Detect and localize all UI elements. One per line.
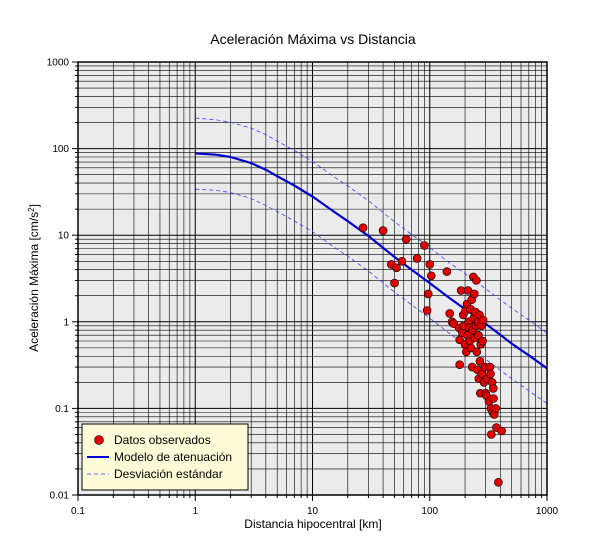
data-point [397,256,407,266]
data-point [420,241,429,250]
data-point [475,356,485,366]
y-axis-label-main: Aceleración Máxima [cm/s [27,212,41,352]
data-point [478,315,488,325]
x-axis-label: Distancia hipocentral [km] [244,517,381,531]
data-point [491,404,501,413]
legend-label-observed: Datos observados [114,433,211,447]
data-point [488,384,498,393]
data-point [478,336,487,346]
data-point [486,430,496,439]
std-deviation-line-2 [195,117,548,334]
data-point [469,289,479,299]
data-point [390,278,399,288]
x-tick-label: 10 [307,506,319,517]
legend-marker-observed [94,435,104,445]
data-points [358,223,506,487]
legend: Datos observados Modelo de atenuación De… [81,423,249,491]
data-point [445,309,455,318]
x-tick-label: 1000 [536,506,559,517]
data-point [486,369,495,379]
data-point [378,226,388,235]
std-deviation-line-3 [195,188,548,404]
data-point [442,267,452,276]
y-axis-label: Aceleración Máxima [cm/s2] [27,204,41,352]
data-point [412,254,422,263]
legend-box [81,423,249,491]
data-point [494,477,503,487]
y-tick-label: 1000 [47,58,70,69]
y-tick-label: 100 [52,144,69,155]
y-tick-label: 10 [58,231,70,242]
x-tick-label: 1 [192,506,198,517]
data-point [472,347,482,357]
legend-label-model: Modelo de atenuación [114,450,232,464]
data-point [423,289,433,299]
legend-label-stddev: Desviación estándar [114,467,223,481]
data-point [472,276,481,285]
data-point [425,260,435,269]
data-point [401,234,411,244]
x-tick-label: 100 [421,506,438,517]
data-point [489,394,498,403]
data-point [358,223,368,232]
chart-title: Aceleración Máxima vs Distancia [210,31,416,47]
data-point [474,330,483,340]
data-point [497,426,506,436]
axis-ticks [72,61,548,501]
y-tick-label: 1 [63,317,69,328]
data-point [392,263,401,273]
x-tick-label: 0.1 [71,506,85,517]
y-axis-label-sup: 2 [27,207,36,212]
grid [77,62,547,496]
y-tick-label: 0.01 [50,491,70,502]
y-axis-label-end: ] [27,204,41,207]
y-tick-label: 0.1 [55,404,69,415]
data-point [455,360,465,370]
data-point [422,306,432,315]
data-point [426,271,436,281]
